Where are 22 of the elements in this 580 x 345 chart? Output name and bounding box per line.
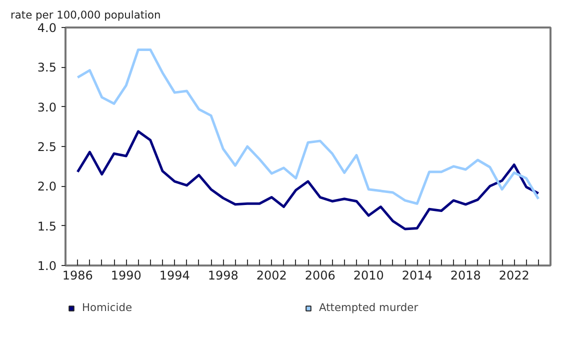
line-series [76,48,540,205]
x-tick-label: 2006 [304,268,336,282]
x-tick-label: 2022 [498,268,530,282]
y-tick-label: 3.5 [37,60,57,75]
x-tick-label: 2014 [402,268,432,282]
line-series [76,130,540,230]
y-tick-label: 2.0 [37,180,57,194]
y-tick-label: 2.5 [37,140,57,154]
legend-label: Attempted murder [319,301,418,314]
y-tick-label: 4.0 [37,21,57,35]
x-tick-label: 1998 [208,268,238,282]
legend-label: Homicide [82,301,132,314]
x-tick-label: 2010 [353,268,384,282]
x-tick-label: 2002 [256,268,287,282]
y-tick-label: 3.0 [37,100,57,114]
y-tick-label: 1.0 [37,259,57,273]
x-tick-label: 1990 [110,268,142,282]
y-tick-label: 1.5 [37,219,57,234]
y-axis-title: rate per 100,000 population [10,8,161,22]
x-tick-label: 1986 [62,268,93,282]
x-tick-label: 2018 [450,268,481,282]
x-tick-label: 1994 [159,268,190,282]
